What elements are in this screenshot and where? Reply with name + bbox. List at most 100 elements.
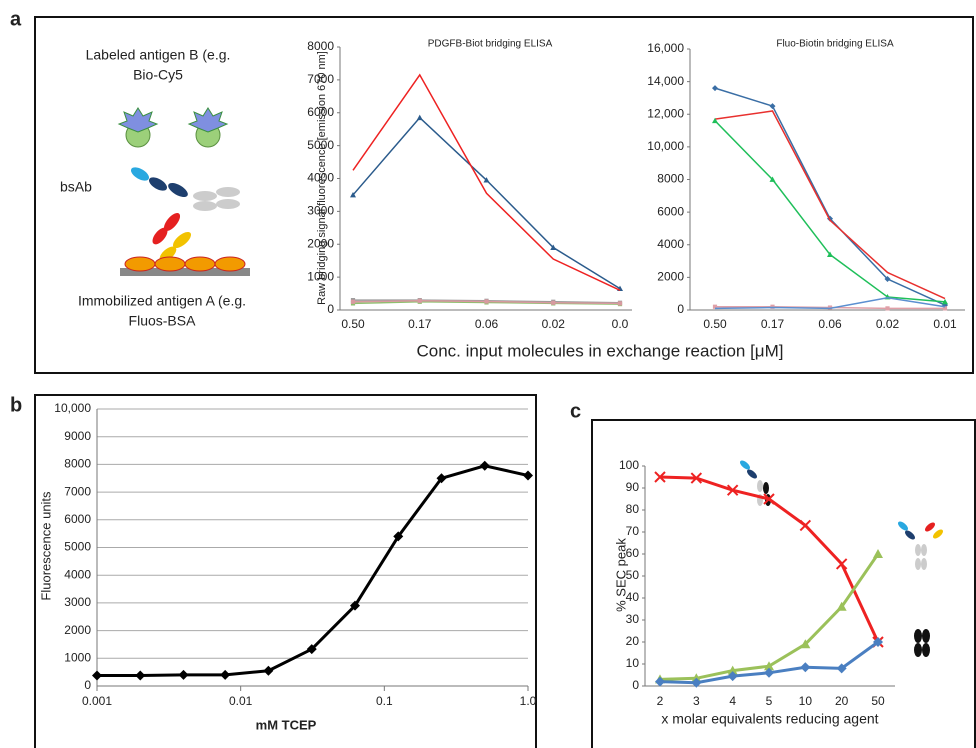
y-axis-label: % SEC peak (613, 538, 628, 612)
y-tick-label: 2000 (657, 270, 684, 284)
y-tick-label: 4000 (307, 171, 334, 185)
marker (799, 519, 812, 532)
marker (263, 665, 274, 676)
marker (617, 301, 623, 306)
antibody-icons (740, 460, 943, 657)
panel-a-frame (34, 16, 974, 374)
y-tick-label: 10 (626, 656, 640, 670)
marker (479, 460, 490, 471)
x-tick-label: 0.01 (933, 317, 957, 331)
x-tick-label: 0.001 (82, 694, 112, 708)
marker (523, 470, 533, 481)
y-tick-label: 0 (327, 302, 334, 316)
y-tick-label: 3000 (64, 595, 91, 609)
diagram-text: Fluos-BSA (129, 313, 197, 329)
marker (884, 276, 891, 283)
marker (764, 661, 774, 671)
marker (350, 299, 356, 304)
x-tick-label: 0.01 (229, 694, 253, 708)
y-tick-label: 50 (626, 568, 640, 582)
y-axis-label: Fluorescence units (38, 491, 53, 601)
marker (92, 670, 102, 681)
x-axis-label: Conc. input molecules in exchange reacti… (417, 341, 784, 360)
y-tick-label: 0 (677, 302, 684, 316)
diagram-text: Labeled antigen B (e.g. (86, 47, 231, 63)
y-tick-label: 2000 (64, 623, 91, 637)
y-tick-label: 70 (626, 524, 640, 538)
y-tick-label: 1000 (307, 269, 334, 283)
diagram-text: bsAb (60, 179, 92, 195)
marker (770, 304, 775, 309)
x-tick-label: 0.1 (376, 694, 393, 708)
y-tick-label: 9000 (64, 429, 91, 443)
marker (483, 177, 490, 183)
chart-title: PDGFB-Biot bridging ELISA (428, 39, 553, 50)
x-tick-label: 0.0 (612, 317, 629, 331)
y-tick-label: 40 (626, 590, 640, 604)
series-line (714, 297, 946, 310)
marker (764, 667, 774, 678)
x-tick-label: 1.0 (520, 694, 537, 708)
y-tick-label: 16,000 (647, 41, 684, 55)
x-tick-label: 10 (799, 694, 813, 708)
y-tick-label: 0 (84, 678, 91, 692)
x-tick-label: 0.50 (703, 317, 727, 331)
y-tick-label: 14,000 (647, 74, 684, 88)
y-tick-label: 7000 (307, 72, 334, 86)
x-tick-label: 5 (766, 694, 773, 708)
x-tick-label: 2 (657, 694, 664, 708)
y-tick-label: 100 (619, 458, 639, 472)
marker (885, 306, 890, 311)
x-axis-label: x molar equivalents reducing agent (661, 711, 878, 727)
y-tick-label: 6000 (64, 512, 91, 526)
marker (836, 663, 847, 674)
series-line (97, 464, 529, 677)
marker (800, 662, 811, 673)
y-tick-label: 8000 (307, 39, 334, 53)
y-tick-label: 7000 (64, 484, 91, 498)
x-tick-label: 20 (835, 694, 849, 708)
marker (763, 493, 775, 505)
y-tick-label: 3000 (307, 204, 334, 218)
marker (726, 484, 739, 496)
y-tick-label: 60 (626, 546, 640, 560)
marker (416, 114, 423, 121)
y-tick-label: 10,000 (647, 139, 684, 153)
marker (873, 637, 883, 647)
y-tick-label: 1000 (64, 650, 91, 664)
y-tick-label: 5000 (307, 138, 334, 152)
y-tick-label: 8000 (64, 457, 91, 471)
series-line (352, 73, 621, 291)
marker (178, 669, 189, 680)
marker (436, 473, 447, 484)
y-tick-label: 4000 (657, 237, 684, 251)
marker (712, 85, 718, 92)
marker (727, 665, 738, 675)
y-axis-label: Raw bridging signal fluorescence [emissi… (316, 51, 328, 305)
diagram-text: Immobilized antigen A (e.g. (78, 293, 246, 309)
panel-c-frame (591, 419, 976, 748)
x-tick-label: 0.06 (475, 317, 499, 331)
y-tick-label: 5000 (64, 540, 91, 554)
marker (835, 558, 848, 570)
x-tick-label: 3 (693, 694, 700, 708)
marker (350, 191, 356, 198)
x-tick-label: 0.02 (876, 317, 900, 331)
chart-title: Fluo-Biotin bridging ELISA (776, 39, 894, 50)
x-axis-label: mM TCEP (256, 717, 317, 732)
y-tick-label: 30 (626, 612, 640, 626)
marker (727, 671, 738, 682)
series-line (352, 116, 621, 290)
y-tick-label: 20 (626, 634, 640, 648)
y-tick-label: 0 (632, 678, 639, 692)
y-tick-label: 6000 (307, 105, 334, 119)
panel-label: c (570, 400, 581, 422)
x-tick-label: 0.02 (542, 317, 566, 331)
series-line (714, 110, 946, 300)
marker (306, 644, 317, 655)
marker (220, 669, 231, 680)
x-tick-label: 0.06 (818, 317, 842, 331)
x-tick-label: 4 (729, 694, 736, 708)
x-tick-label: 0.50 (341, 317, 365, 331)
marker (654, 471, 666, 483)
